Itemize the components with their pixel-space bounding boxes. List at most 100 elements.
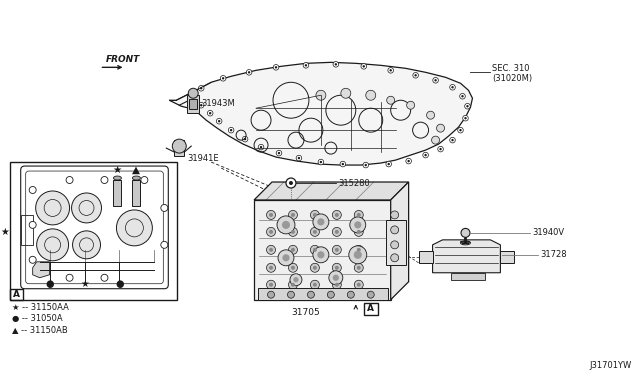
Circle shape — [356, 266, 361, 270]
Circle shape — [266, 211, 275, 219]
Circle shape — [244, 138, 246, 140]
Circle shape — [390, 211, 399, 219]
Circle shape — [335, 283, 339, 287]
Text: 31705: 31705 — [292, 308, 320, 317]
Circle shape — [461, 228, 470, 237]
Circle shape — [310, 280, 319, 289]
Circle shape — [438, 146, 444, 152]
Circle shape — [335, 230, 339, 234]
Circle shape — [200, 104, 202, 106]
Circle shape — [320, 161, 322, 163]
Circle shape — [230, 129, 232, 131]
Circle shape — [36, 191, 70, 225]
Circle shape — [291, 230, 295, 234]
Text: ●: ● — [45, 279, 54, 289]
Circle shape — [348, 291, 355, 298]
Circle shape — [116, 210, 152, 246]
Circle shape — [72, 193, 102, 223]
Circle shape — [388, 68, 394, 73]
Circle shape — [248, 71, 250, 74]
Circle shape — [259, 144, 264, 150]
Circle shape — [355, 227, 364, 236]
Bar — [189, 99, 197, 109]
Circle shape — [289, 211, 298, 219]
Circle shape — [386, 161, 392, 167]
Text: A: A — [367, 304, 374, 313]
Bar — [419, 251, 433, 263]
Circle shape — [207, 110, 213, 116]
Circle shape — [356, 283, 361, 287]
Circle shape — [289, 280, 298, 289]
Circle shape — [356, 248, 361, 252]
Bar — [10, 289, 22, 300]
Circle shape — [260, 146, 262, 148]
Circle shape — [423, 152, 428, 158]
Text: A: A — [13, 290, 20, 299]
Circle shape — [313, 283, 317, 287]
Polygon shape — [451, 273, 485, 280]
Circle shape — [332, 246, 341, 254]
Circle shape — [406, 158, 412, 164]
Circle shape — [291, 248, 295, 252]
Circle shape — [387, 163, 390, 165]
Circle shape — [450, 84, 455, 90]
Circle shape — [310, 246, 319, 254]
Circle shape — [451, 139, 454, 141]
Circle shape — [66, 177, 73, 183]
Circle shape — [198, 86, 204, 91]
Polygon shape — [433, 240, 500, 273]
Circle shape — [316, 90, 326, 100]
Circle shape — [317, 218, 324, 225]
Circle shape — [332, 280, 341, 289]
Circle shape — [313, 266, 317, 270]
Circle shape — [36, 229, 68, 261]
Circle shape — [424, 154, 427, 156]
Circle shape — [216, 118, 222, 124]
Circle shape — [198, 102, 204, 108]
Circle shape — [246, 70, 252, 75]
Circle shape — [363, 162, 369, 168]
Circle shape — [451, 86, 454, 89]
Circle shape — [318, 159, 324, 165]
Circle shape — [365, 164, 367, 166]
Circle shape — [335, 266, 339, 270]
Circle shape — [289, 246, 298, 254]
Circle shape — [220, 76, 226, 81]
Text: ▲: ▲ — [132, 165, 140, 175]
Circle shape — [436, 124, 445, 132]
Circle shape — [29, 256, 36, 263]
Bar — [20, 215, 33, 245]
Circle shape — [450, 137, 455, 143]
Circle shape — [335, 213, 339, 217]
Circle shape — [356, 230, 361, 234]
Text: (31020M): (31020M) — [492, 74, 532, 83]
Circle shape — [406, 101, 415, 109]
Circle shape — [313, 214, 329, 230]
Text: ★: ★ — [80, 279, 89, 289]
Circle shape — [269, 248, 273, 252]
Circle shape — [310, 211, 319, 219]
Bar — [364, 303, 378, 315]
Text: ●: ● — [115, 279, 124, 289]
Circle shape — [266, 280, 275, 289]
Text: J31701YW: J31701YW — [590, 361, 632, 370]
Circle shape — [313, 248, 317, 252]
Bar — [113, 180, 122, 206]
Circle shape — [172, 139, 186, 153]
Circle shape — [222, 77, 225, 80]
Circle shape — [289, 263, 298, 272]
Circle shape — [349, 246, 367, 264]
Circle shape — [367, 291, 374, 298]
Circle shape — [408, 160, 410, 162]
Text: SEC. 310: SEC. 310 — [492, 64, 530, 73]
Circle shape — [72, 231, 100, 259]
Circle shape — [228, 127, 234, 133]
Circle shape — [161, 241, 168, 248]
Circle shape — [355, 280, 364, 289]
Circle shape — [329, 271, 343, 285]
Circle shape — [282, 221, 290, 229]
Circle shape — [291, 213, 295, 217]
Circle shape — [101, 177, 108, 183]
Circle shape — [350, 217, 365, 233]
Circle shape — [342, 163, 344, 165]
